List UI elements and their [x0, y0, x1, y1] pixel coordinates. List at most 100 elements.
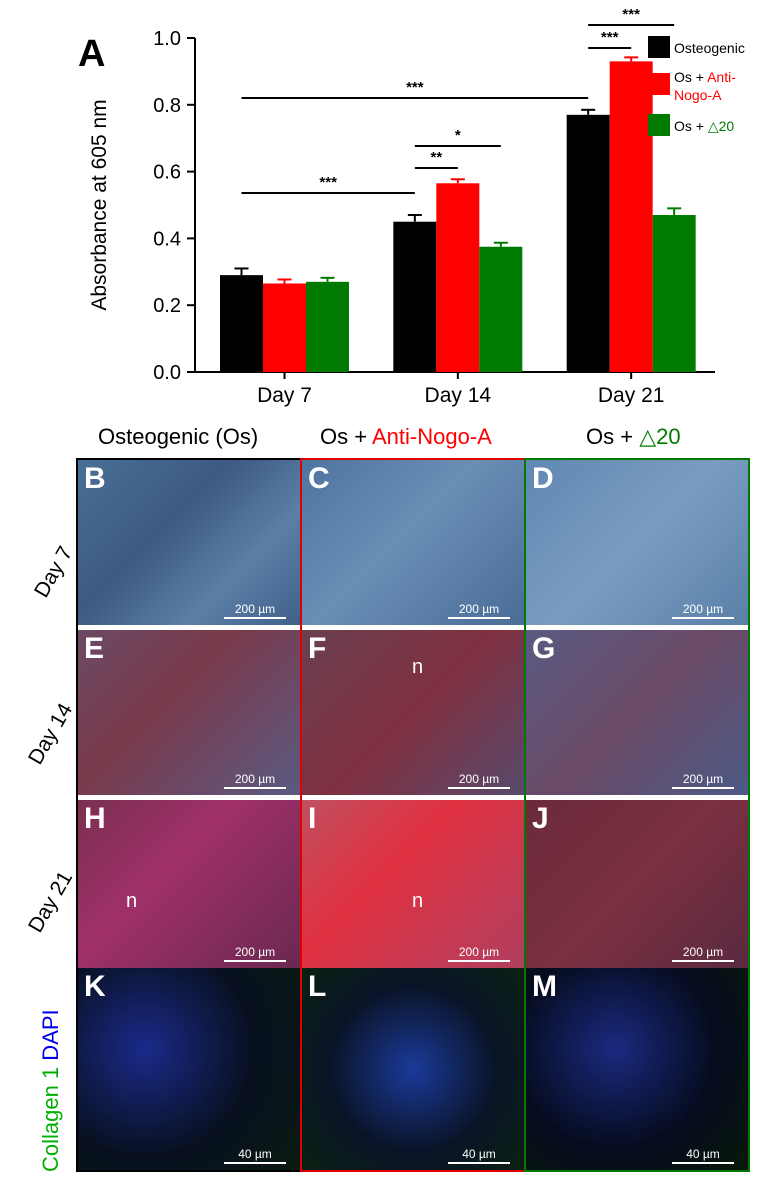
scale-bar-line	[448, 1162, 510, 1164]
row-label-day-14: Day 14	[24, 699, 78, 769]
scale-bar: 200 µm	[224, 602, 286, 619]
significance-label: ***	[319, 174, 337, 191]
row-label-collagen-dapi: Collagen 1 DAPI	[38, 1009, 64, 1172]
significance-label: ***	[601, 29, 619, 46]
scale-bar-label: 200 µm	[458, 602, 500, 616]
micrograph-panel-l: L 40 µm	[302, 968, 524, 1170]
bar	[393, 221, 437, 372]
panel-letter: J	[532, 802, 549, 835]
bar	[566, 114, 610, 372]
scale-bar-line	[672, 960, 734, 962]
micrograph-panel-c: C 200 µm	[302, 460, 524, 625]
panel-letter-a: A	[78, 33, 105, 75]
micrograph-panel-b: B 200 µm	[78, 460, 300, 625]
scale-bar-label: 40 µm	[238, 1147, 272, 1161]
significance-label: ***	[406, 79, 424, 96]
row-label-day-21: Day 21	[24, 867, 78, 937]
scale-bar-line	[448, 617, 510, 619]
micrograph-panel-d: D 200 µm	[526, 460, 748, 625]
significance-label: ***	[622, 6, 640, 23]
legend-label: Osteogenic	[674, 40, 745, 56]
panel-letter: I	[308, 802, 317, 835]
nodule-marker: n	[412, 656, 424, 678]
scale-bar-label: 200 µm	[234, 772, 276, 786]
dapi-label: DAPI	[38, 1009, 63, 1061]
column-header-prefix: Os +	[586, 424, 640, 449]
scale-bar: 40 µm	[224, 1147, 286, 1164]
scale-bar-label: 40 µm	[686, 1147, 720, 1161]
scale-bar: 200 µm	[672, 945, 734, 962]
scale-bar: 200 µm	[224, 945, 286, 962]
scale-bar-line	[672, 1162, 734, 1164]
scale-bar-line	[448, 960, 510, 962]
panel-letter: C	[308, 462, 330, 495]
panel-letter: E	[84, 632, 105, 665]
micrograph-panel-m: M 40 µm	[526, 968, 748, 1170]
column-header-anti-nogo-a: Os + Anti-Nogo-A	[320, 424, 492, 450]
micrograph-panel-j: J 200 µm	[526, 800, 748, 968]
micrograph-panel-g: G 200 µm	[526, 630, 748, 795]
scale-bar-label: 200 µm	[458, 772, 500, 786]
column-header-prefix: Os +	[320, 424, 372, 449]
scale-bar-line	[672, 787, 734, 789]
y-tick-label: 1.0	[153, 28, 181, 50]
nodule-marker: n	[126, 890, 138, 912]
y-tick-label: 0.4	[153, 228, 181, 250]
frame-anti-nogo-a	[300, 458, 526, 1172]
panel-letter: F	[308, 632, 327, 665]
panel-letter: G	[532, 632, 556, 665]
bar	[436, 183, 480, 372]
micrograph-panel-e: E 200 µm	[78, 630, 300, 795]
scale-bar-label: 200 µm	[682, 602, 724, 616]
panel-letter: D	[532, 462, 554, 495]
scale-bar-line	[224, 960, 286, 962]
scale-bar-line	[672, 617, 734, 619]
nodule-marker: n	[412, 890, 424, 912]
scale-bar-label: 200 µm	[458, 945, 500, 959]
column-header-highlight: △20	[639, 424, 681, 449]
scale-bar: 200 µm	[672, 772, 734, 789]
scale-bar-line	[224, 1162, 286, 1164]
scale-bar: 200 µm	[448, 772, 510, 789]
scale-bar-label: 40 µm	[462, 1147, 496, 1161]
scale-bar-line	[224, 787, 286, 789]
scale-bar: 40 µm	[672, 1147, 734, 1164]
scale-bar-label: 200 µm	[682, 945, 724, 959]
panel-letter: K	[84, 970, 106, 1003]
panel-letter: M	[532, 970, 557, 1003]
y-tick-label: 0.6	[153, 162, 181, 184]
significance-brackets: ***************	[241, 6, 675, 194]
bar-chart: A 0.0 0.2 0.4 0.6 0.8 1.0 Absorbance at 605 nm…	[78, 6, 745, 407]
scale-bar: 200 µm	[672, 602, 734, 619]
chart-axes: 0.0 0.2 0.4 0.6 0.8 1.0 Absorbance at 605 nm Da…	[88, 28, 715, 407]
legend-label-cont: Nogo-A	[674, 87, 722, 103]
bar	[652, 215, 696, 372]
panel-letter: B	[84, 462, 106, 495]
x-tick-label: Day 7	[257, 384, 312, 407]
column-header-delta20: Os + △20	[586, 424, 681, 450]
legend-swatch	[648, 73, 670, 95]
chart-bars	[220, 56, 696, 372]
bar	[263, 283, 306, 372]
panel-letter: L	[308, 970, 327, 1003]
legend-swatch	[648, 36, 670, 58]
frame-delta20	[524, 458, 750, 1172]
chart-legend: Osteogenic Os + Anti- Nogo-A Os + △20	[648, 36, 745, 136]
panel-letter: H	[84, 802, 106, 835]
scale-bar: 200 µm	[448, 602, 510, 619]
legend-swatch	[648, 114, 670, 136]
bar	[306, 281, 349, 372]
scale-bar: 40 µm	[448, 1147, 510, 1164]
x-tick-label: Day 21	[598, 384, 665, 407]
column-header-text: Osteogenic (Os)	[98, 424, 259, 449]
bar	[479, 246, 523, 372]
scale-bar-line	[224, 617, 286, 619]
legend-label: Os + △20	[674, 118, 734, 134]
scale-bar: 200 µm	[224, 772, 286, 789]
x-tick-label: Day 14	[425, 384, 492, 407]
scale-bar-line	[448, 787, 510, 789]
y-axis-label: Absorbance at 605 nm	[88, 99, 111, 310]
